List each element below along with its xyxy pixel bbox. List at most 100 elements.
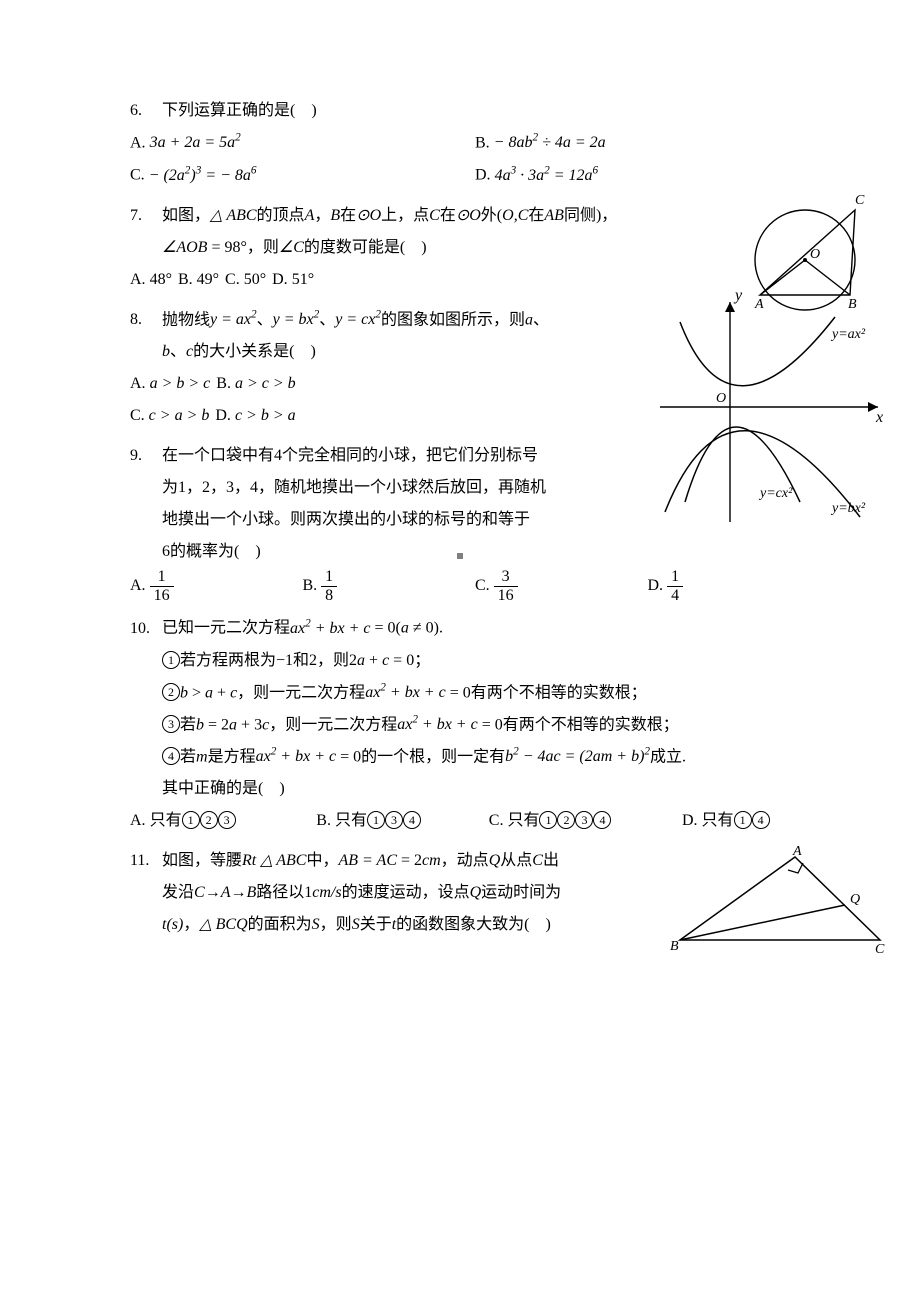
opt-text: 只有123 [150, 812, 236, 829]
q8-number: 8. [130, 304, 158, 336]
opt-label: B. [475, 134, 490, 151]
circled-1: 1 [162, 651, 180, 669]
opt-label: C. [475, 577, 490, 594]
q9-stem-line3: 地摸出一个小球。则两次摸出的小球的标号的和等于 [130, 504, 820, 536]
q10-opt-d: D. 只有14 [682, 805, 820, 837]
opt-label: C. [130, 167, 145, 184]
opt-label: B. [303, 577, 318, 594]
opt-label: D. [475, 167, 491, 184]
q6-opt-a: A. 3a + 2a = 5a2 [130, 127, 475, 159]
opt-text: 只有14 [702, 812, 770, 829]
opt-text: c > a > b [149, 407, 210, 424]
frac-den: 4 [667, 587, 683, 605]
exam-page: 6. 下列运算正确的是( ) A. 3a + 2a = 5a2 B. − 8ab… [0, 0, 920, 1199]
q6-opt-c: C. − (2a2)3 = − 8a6 [130, 159, 475, 191]
q7-stem-line1: 7. 如图，△ ABC的顶点A，B在⊙O上，点C在⊙O外(O,C在AB同侧)， [130, 200, 820, 232]
question-8: y x O y=ax² y=bx² y=cx² 8. 抛物线y = ax2、y … [130, 304, 820, 432]
opt-text: − 8ab2 ÷ 4a = 2a [494, 134, 606, 151]
q6-stem: 6. 下列运算正确的是( ) [130, 95, 820, 127]
q10-opt-b: B. 只有134 [316, 805, 489, 837]
svg-text:C: C [855, 193, 865, 208]
opt-label: A. [130, 375, 146, 392]
opt-label: D. [682, 812, 698, 829]
opt-frac: 14 [667, 568, 683, 604]
q9-stem-line2: 为1，2，3，4，随机地摸出一个小球然后放回，再随机 [130, 472, 820, 504]
q7-opt-a: A. 48° [130, 264, 172, 296]
opt-frac: 18 [321, 568, 337, 604]
q7-stem2: ∠AOB = 98°，则∠C的度数可能是( ) [162, 239, 427, 256]
q11-figure: A B C Q [670, 845, 890, 967]
q11-stem2: 发沿C→A→B路径以1cm/s的速度运动，设点Q运动时间为 [162, 884, 561, 901]
opt-frac: 116 [150, 568, 174, 604]
q11-number: 11. [130, 845, 158, 877]
q10-stem-line: 10. 已知一元二次方程ax2 + bx + c = 0(a ≠ 0). [130, 612, 820, 644]
opt-label: B. [316, 812, 331, 829]
opt-label: A. [130, 134, 146, 151]
circled-2: 2 [162, 683, 180, 701]
q6-opt-b: B. − 8ab2 ÷ 4a = 2a [475, 127, 820, 159]
frac-den: 16 [150, 587, 174, 605]
question-7: A B C O 7. 如图，△ ABC的顶点A，B在⊙O上，点C在⊙O外(O,C… [130, 200, 820, 296]
opt-text: a > c > b [235, 375, 296, 392]
q9-opt-b: B. 18 [303, 568, 476, 604]
opt-label: C. [130, 407, 145, 424]
opt-label: A. [130, 812, 146, 829]
q6-stem-text: 下列运算正确的是( ) [162, 102, 317, 119]
q8-stem1: 抛物线y = ax2、y = bx2、y = cx2的图象如图所示，则a、 [162, 311, 549, 328]
opt-label: A. [130, 577, 146, 594]
frac-den: 16 [494, 587, 518, 605]
opt-text: 只有134 [335, 812, 421, 829]
opt-text: − (2a2)3 = − 8a6 [149, 167, 257, 184]
svg-text:y: y [733, 292, 743, 304]
q10-s3: 3若b = 2a + 3c，则一元二次方程ax2 + bx + c = 0有两个… [130, 709, 820, 741]
q10-s1: 1若方程两根为−1和2，则2a + c = 0； [130, 645, 820, 677]
q8-opt-b: B. a > c > b [216, 368, 295, 400]
opt-text: 48° [150, 271, 172, 288]
q7-opt-b: B. 49° [178, 264, 219, 296]
q9-number: 9. [130, 440, 158, 472]
question-6: 6. 下列运算正确的是( ) A. 3a + 2a = 5a2 B. − 8ab… [130, 95, 820, 192]
opt-text: 50° [244, 271, 266, 288]
q6-opt-d: D. 4a3 · 3a2 = 12a6 [475, 159, 820, 191]
question-10: 10. 已知一元二次方程ax2 + bx + c = 0(a ≠ 0). 1若方… [130, 612, 820, 837]
q6-number: 6. [130, 95, 158, 127]
q10-opt-c: C. 只有1234 [489, 805, 682, 837]
opt-label: D. [648, 577, 664, 594]
q7-opt-d: D. 51° [272, 264, 314, 296]
q11-stem1: 如图，等腰Rt △ ABC中，AB = AC = 2cm，动点Q从点C出 [162, 852, 559, 869]
opt-text: 只有1234 [507, 812, 611, 829]
svg-text:C: C [875, 942, 885, 955]
q10-number: 10. [130, 613, 158, 645]
frac-den: 8 [321, 587, 337, 605]
frac-num: 1 [321, 568, 337, 587]
opt-label: C. [489, 812, 504, 829]
q8-opt-a: A. a > b > c [130, 368, 210, 400]
q9-opt-c: C. 316 [475, 568, 648, 604]
q7-number: 7. [130, 200, 158, 232]
q10-closer: 其中正确的是( ) [130, 773, 820, 805]
q7-stem-line2: ∠AOB = 98°，则∠C的度数可能是( ) [130, 232, 820, 264]
q10-s2: 2b > a + c，则一元二次方程ax2 + bx + c = 0有两个不相等… [130, 677, 820, 709]
opt-text: 51° [292, 271, 314, 288]
question-9: 9. 在一个口袋中有4个完全相同的小球，把它们分别标号 为1，2，3，4，随机地… [130, 440, 820, 604]
opt-text: 3a + 2a = 5a2 [150, 134, 241, 151]
q8-stem2: b、c的大小关系是( ) [162, 343, 316, 360]
svg-text:y=bx²: y=bx² [830, 501, 866, 516]
q10-opt-a: A. 只有123 [130, 805, 316, 837]
opt-text: c > b > a [235, 407, 296, 424]
q9-opt-a: A. 116 [130, 568, 303, 604]
opt-text: 4a3 · 3a2 = 12a6 [495, 167, 599, 184]
q7-opt-c: C. 50° [225, 264, 266, 296]
frac-num: 1 [667, 568, 683, 587]
svg-text:O: O [810, 247, 820, 262]
q8-opt-c: C. c > a > b [130, 400, 209, 432]
opt-label: D. [215, 407, 231, 424]
q9-stem-line4: 6的概率为( ) [130, 536, 820, 568]
opt-label: A. [130, 271, 146, 288]
q6-options: A. 3a + 2a = 5a2 B. − 8ab2 ÷ 4a = 2a C. … [130, 127, 820, 192]
opt-label: C. [225, 271, 240, 288]
frac-num: 1 [150, 568, 174, 587]
q9-stem-line1: 9. 在一个口袋中有4个完全相同的小球，把它们分别标号 [130, 440, 820, 472]
question-11: A B C Q 11. 如图，等腰Rt △ ABC中，AB = AC = 2cm… [130, 845, 820, 941]
svg-text:B: B [670, 939, 679, 954]
